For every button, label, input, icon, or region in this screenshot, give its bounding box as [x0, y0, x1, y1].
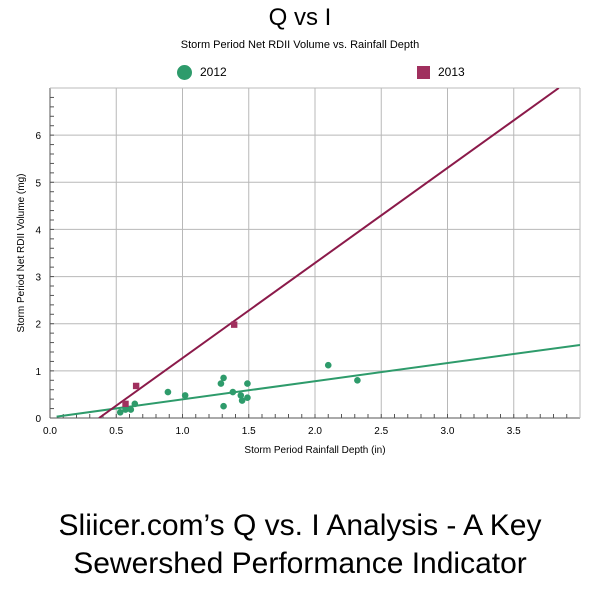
y-tick-label: 5 [35, 178, 41, 189]
data-point-2012 [244, 394, 251, 402]
y-tick-label: 2 [35, 320, 41, 331]
x-tick-label: 2.0 [308, 426, 322, 437]
y-tick-label: 0 [35, 414, 41, 425]
caption-line-2: Sewershed Performance Indicator [73, 547, 527, 580]
legend-item-2012: 2012 [177, 62, 227, 82]
x-tick-label: 2.5 [374, 426, 388, 437]
data-point-2012 [354, 376, 361, 384]
chart-subtitle: Storm Period Net RDII Volume vs. Rainfal… [180, 39, 420, 51]
caption-line-1: Sliicer.com’s Q vs. I Analysis - A Key [58, 509, 542, 542]
x-tick-label: 3.5 [507, 426, 521, 437]
y-tick-label: 6 [35, 131, 41, 142]
data-point-2012 [220, 402, 227, 410]
legend-label: 2012 [200, 65, 227, 79]
y-tick-label: 1 [35, 367, 41, 378]
x-tick-label: 0.5 [109, 426, 123, 437]
data-point-2012 [164, 388, 172, 396]
x-tick-label: 1.5 [242, 426, 256, 437]
data-point-2012 [244, 380, 251, 387]
y-tick-label: 4 [35, 225, 41, 236]
data-point-2012 [217, 380, 225, 387]
data-point-2012 [116, 409, 124, 416]
data-point-2012 [237, 392, 245, 399]
legend-item-2013: 2013 [417, 62, 465, 82]
data-point-2013 [132, 382, 140, 390]
data-point-2012 [127, 406, 135, 413]
trendline-2013 [98, 88, 560, 418]
data-point-2012 [229, 388, 237, 396]
data-point-2012 [122, 406, 129, 413]
legend-label: 2013 [438, 65, 465, 79]
caption: Sliicer.com’s Q vs. I Analysis - A Key S… [0, 507, 600, 583]
data-point-2012 [181, 392, 189, 399]
data-point-2012 [238, 397, 246, 404]
legend-marker-square [417, 65, 430, 79]
x-axis-label: Storm Period Rainfall Depth (in) [244, 445, 385, 456]
chart-title: Q vs I [268, 4, 332, 31]
x-tick-label: 0.0 [43, 426, 57, 437]
trendline-2012 [56, 343, 580, 418]
y-axis-label: Storm Period Net RDII Volume (mg) [16, 174, 27, 333]
y-tick-label: 3 [35, 273, 41, 284]
data-point-2012 [220, 374, 227, 382]
x-tick-label: 3.0 [441, 426, 455, 437]
legend-marker-circle [177, 64, 192, 80]
x-tick-label: 1.0 [176, 426, 190, 437]
data-point-2012 [131, 400, 139, 408]
data-point-2012 [324, 361, 332, 369]
data-point-2013 [230, 321, 238, 328]
data-point-2013 [122, 400, 129, 408]
